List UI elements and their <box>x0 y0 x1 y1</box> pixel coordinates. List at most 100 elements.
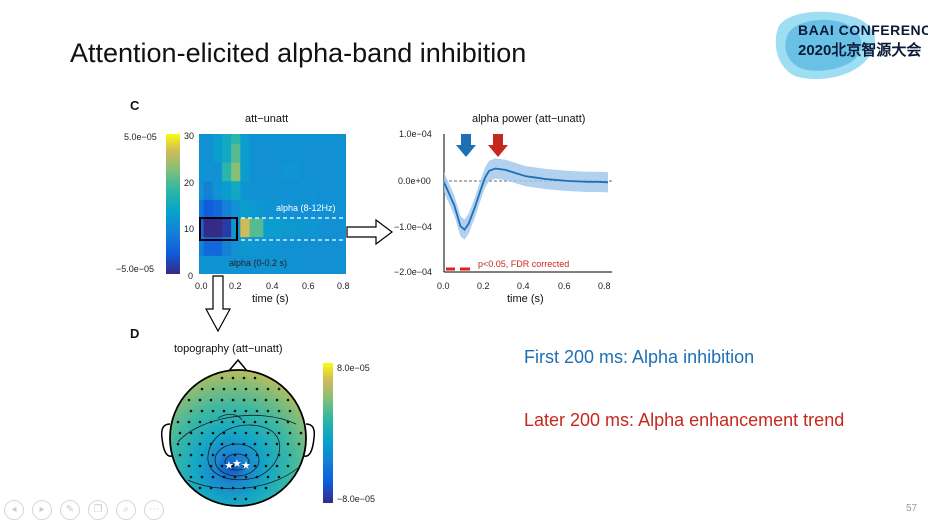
heatmap-cell <box>318 199 338 219</box>
heatmap-cell <box>318 162 338 182</box>
electrode-dot <box>211 453 215 457</box>
electrode-dot <box>189 475 193 479</box>
electrode-dot <box>233 409 237 413</box>
electrode-dot <box>275 442 279 446</box>
tf-xtick: 0.2 <box>229 281 242 291</box>
electrode-dot <box>209 442 213 446</box>
electrode-dot <box>242 420 246 424</box>
heatmap-cell <box>203 180 214 200</box>
tf-colorbar-min: −5.0e−05 <box>116 264 155 274</box>
electrode-dot <box>222 387 226 391</box>
topography-map: ★ ★ ★ <box>160 358 316 507</box>
electrode-dot <box>244 431 248 435</box>
blue-down-arrow-icon <box>456 134 476 157</box>
topography-title: topography (att−unatt) <box>174 343 283 355</box>
heatmap-cell <box>263 162 283 182</box>
electrode-dot <box>200 431 204 435</box>
electrode-dot <box>211 475 215 479</box>
zoom-icon[interactable]: ⌕ <box>116 500 136 520</box>
electrode-dot <box>200 409 204 413</box>
electrode-dot <box>189 453 193 457</box>
alpha-enhancement-note: Later 200 ms: Alpha enhancement trend <box>524 410 845 430</box>
electrode-dot <box>220 398 224 402</box>
electrode-dot <box>222 453 226 457</box>
heatmap-cell <box>203 199 214 219</box>
alpha-xtick: 0.4 <box>517 281 530 291</box>
heatmap-cell <box>203 143 214 163</box>
electrode-dot <box>233 453 237 457</box>
electrode-dot <box>187 398 191 402</box>
conference-logo: BAAI CONFERENCE 2020北京智源大会 <box>770 6 928 84</box>
electrode-dot <box>242 464 246 468</box>
alpha-xtick: 0.8 <box>598 281 611 291</box>
electrode-dot <box>231 420 235 424</box>
electrode-dot <box>253 464 257 468</box>
pen-icon[interactable]: ✎ <box>60 500 80 520</box>
heatmap-cell <box>221 255 232 274</box>
copy-icon[interactable]: ❐ <box>88 500 108 520</box>
alpha-power-title: alpha power (att−unatt) <box>472 113 586 125</box>
heatmap-cell <box>221 218 232 238</box>
alpha-inhibition-note: First 200 ms: Alpha inhibition <box>524 347 755 367</box>
electrode-dot <box>189 409 193 413</box>
heatmap-cell <box>300 134 319 144</box>
electrode-dot <box>288 453 292 457</box>
electrode-dot <box>220 376 224 380</box>
heatmap-cell <box>336 143 346 163</box>
heatmap-cell <box>231 143 241 163</box>
electrode-dot <box>266 431 270 435</box>
electrode-dot <box>222 431 226 435</box>
electrode-dot <box>198 442 202 446</box>
electrode-dot <box>244 387 248 391</box>
electrode-dot <box>209 420 213 424</box>
heatmap-cell <box>249 134 264 144</box>
sig-electrode-star: ★ <box>232 457 242 470</box>
tf-map-title: att−unatt <box>245 113 289 125</box>
electrode-dot <box>255 431 259 435</box>
heatmap-cell <box>249 162 264 182</box>
heatmap-cell <box>212 162 223 182</box>
heatmap-cell <box>231 255 241 274</box>
electrode-dot <box>198 398 202 402</box>
tf-xlabel: time (s) <box>252 293 289 305</box>
logo-line1: BAAI CONFERENCE <box>798 22 928 38</box>
electrode-dot <box>253 442 257 446</box>
tf-xtick: 0.8 <box>337 281 350 291</box>
more-icon[interactable]: ⋯ <box>144 500 164 520</box>
significance-label: p<0.05, FDR corrected <box>478 259 570 269</box>
heatmap-cell <box>318 180 338 200</box>
tf-ytick: 10 <box>184 224 195 234</box>
sig-electrode-star: ★ <box>241 459 251 472</box>
electrode-dot <box>277 475 281 479</box>
electrode-dot <box>253 376 257 380</box>
heatmap-cell <box>199 236 205 256</box>
heatmap-cell <box>212 236 223 256</box>
alpha-window-box <box>199 217 238 241</box>
electrode-dot <box>187 420 191 424</box>
heatmap-cell <box>336 218 346 238</box>
electrode-dot <box>277 409 281 413</box>
electrode-dot <box>220 442 224 446</box>
heatmap-cell <box>300 255 319 274</box>
topo-colorbar <box>323 363 333 503</box>
prev-icon[interactable]: ◂ <box>4 500 24 520</box>
tf-colorbar <box>166 134 180 274</box>
electrode-dot <box>200 453 204 457</box>
electrode-dot <box>299 431 303 435</box>
heatmap-cell <box>300 218 319 238</box>
heatmap-cell <box>249 180 264 200</box>
alpha-power-line <box>443 167 609 232</box>
heatmap-cell <box>221 180 232 200</box>
electrode-dot <box>266 387 270 391</box>
heatmap-cell <box>249 218 264 238</box>
electrode-dot <box>277 431 281 435</box>
alpha-confidence-band <box>444 158 608 240</box>
heatmap-cell <box>300 180 319 200</box>
panel-d-label: D <box>130 326 140 341</box>
heatmap-cell <box>231 180 241 200</box>
next-icon[interactable]: ▸ <box>32 500 52 520</box>
tf-ytick: 0 <box>188 271 194 281</box>
topo-colorbar-max: 8.0e−05 <box>337 363 370 373</box>
heatmap-cell <box>249 143 264 163</box>
electrode-dot <box>220 464 224 468</box>
